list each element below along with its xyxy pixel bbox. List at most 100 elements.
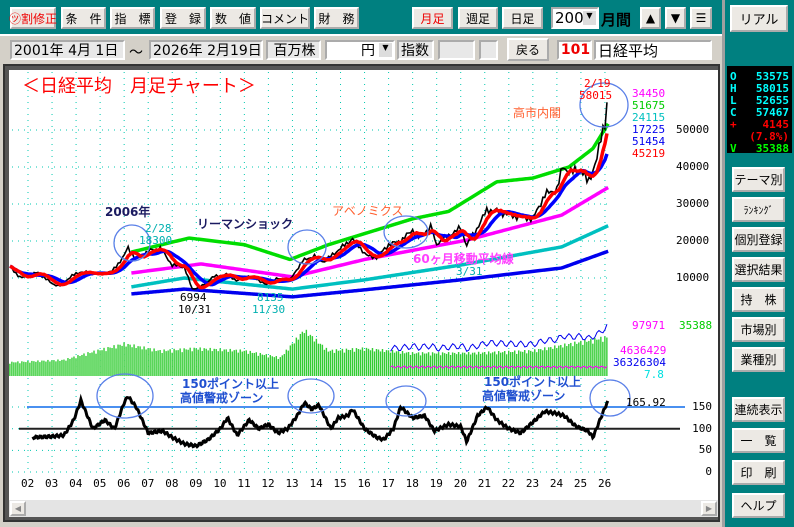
chevron-down-icon[interactable]: ▼ (583, 11, 596, 25)
volume-bar (321, 344, 324, 376)
volume-bar (141, 349, 143, 376)
side-button-0[interactable]: テーマ別 (732, 167, 785, 192)
volume-bar (562, 347, 564, 376)
side-button-10[interactable]: ヘルプ (732, 493, 785, 518)
volume-bar (600, 336, 602, 376)
volume-bar (329, 350, 332, 376)
volume-bar (43, 360, 45, 376)
volume-bar (431, 352, 434, 376)
toolbar-button-2[interactable]: 指 標 (110, 7, 155, 29)
x-tick-label: 02 (21, 477, 35, 490)
volume-bar (489, 353, 492, 376)
volume-bar (33, 361, 35, 376)
annotation-takaichi: 高市内閣 (513, 106, 562, 120)
side-button-5[interactable]: 市場別 (732, 317, 785, 342)
volume-bar (21, 361, 23, 376)
scroll-down-button[interactable]: ▼ (665, 7, 686, 29)
volume-bar (303, 333, 306, 376)
start-date-field[interactable]: 2001年 4月 1日 (10, 40, 125, 60)
toolbar-button-4[interactable]: 数 値 (210, 7, 256, 29)
highlight-circle (287, 229, 327, 265)
volume-bar (235, 349, 237, 376)
realtime-button[interactable]: リアル (730, 5, 788, 32)
volume-bar (560, 344, 562, 376)
volume-bar (385, 350, 388, 376)
index-field-2[interactable] (479, 40, 498, 60)
monthly-button[interactable]: 月足 (412, 7, 453, 29)
volume-bar (9, 363, 11, 376)
x-tick-label: 15 (333, 477, 347, 490)
back-button[interactable]: 戻る (507, 38, 549, 61)
side-button-8[interactable]: 一 覧 (732, 428, 785, 453)
volume-bar (530, 350, 532, 376)
end-date-field[interactable]: 2026年 2月19日 (149, 40, 263, 60)
stock-code-field[interactable]: 101 (557, 40, 592, 60)
volume-bar (349, 350, 352, 376)
x-tick-label: 03 (45, 477, 59, 490)
highlight-circle (589, 379, 631, 417)
x-tick-label: 24 (549, 477, 564, 490)
annotation-zone1-line1: 150ポイント以上 (182, 377, 280, 391)
ma-value-magenta: 34450 (632, 87, 666, 100)
volume-bar (479, 353, 482, 376)
scroll-right-icon[interactable]: ▶ (701, 501, 717, 516)
toolbar-button-0[interactable]: ㋡割修正 (9, 7, 57, 29)
volume-bar (91, 352, 93, 376)
price-tick-label: 20000 (676, 234, 710, 247)
toolbar-button-1[interactable]: 条 件 (61, 7, 106, 29)
volume-bar (219, 348, 221, 376)
volume-bar (391, 350, 394, 376)
side-button-9[interactable]: 印 刷 (732, 460, 785, 485)
volume-bar (520, 351, 522, 376)
ma-value-cyan: 24115 (632, 111, 666, 124)
volume-bar (572, 346, 574, 376)
ma-value-blue-short: 51454 (632, 135, 666, 148)
scroll-up-button[interactable]: ▲ (640, 7, 661, 29)
volume-bar (477, 351, 480, 376)
period-count-select[interactable]: 200 ▼ (551, 7, 599, 29)
toolbar-button-6[interactable]: 財 務 (314, 7, 359, 29)
weekly-button[interactable]: 週足 (458, 7, 498, 29)
ohlc-key: H (730, 82, 737, 95)
volume-bar (397, 351, 400, 376)
daily-button[interactable]: 日足 (502, 7, 543, 29)
x-tick-label: 19 (429, 477, 443, 490)
ohlc-value: 35388 (755, 142, 789, 155)
volume-bar (229, 348, 231, 376)
horizontal-scrollbar[interactable]: ◀ ▶ (9, 500, 718, 517)
side-button-6[interactable]: 業種別 (732, 347, 785, 372)
volume-bar (487, 351, 490, 376)
chevron-down-icon[interactable]: ▼ (379, 43, 392, 57)
volume-bar (309, 334, 312, 376)
scroll-left-icon[interactable]: ◀ (10, 501, 26, 516)
volume-bar (503, 350, 506, 376)
ma-value-blue-long: 17225 (632, 123, 666, 136)
currency-select[interactable]: 円 ▼ (325, 40, 395, 60)
volume-bar (41, 360, 43, 376)
side-button-3[interactable]: 選択結果 (732, 257, 785, 282)
side-button-7[interactable]: 連続表示 (732, 397, 785, 422)
index-field-1[interactable] (438, 40, 475, 60)
x-tick-label: 07 (141, 477, 155, 490)
volume-bar (79, 356, 81, 376)
toolbar-button-5[interactable]: コメント (260, 7, 310, 29)
volume-bar (227, 351, 229, 376)
volume-bar (381, 349, 384, 376)
side-button-2[interactable]: 個別登録 (732, 227, 785, 252)
menu-button[interactable]: ☰ (690, 7, 712, 29)
volume-bar (367, 348, 370, 376)
volume-bar (81, 354, 83, 376)
toolbar-button-3[interactable]: 登 録 (160, 7, 206, 29)
volume-bar (157, 350, 159, 376)
volume-bar (457, 352, 460, 376)
oscillator-value: 165.92 (626, 396, 666, 409)
volume-bar (582, 344, 584, 376)
volume-bar (117, 344, 119, 376)
chart-title: ＜日経平均 月足チャート＞ (22, 76, 256, 97)
volume-bar (383, 352, 386, 376)
x-tick-label: 09 (189, 477, 203, 490)
side-button-4[interactable]: 持 株 (732, 287, 785, 312)
side-button-1[interactable]: ﾗﾝｷﾝｸﾞ (732, 197, 785, 222)
annotation-2006: 2006年 (105, 205, 151, 219)
volume-bar (243, 350, 245, 376)
